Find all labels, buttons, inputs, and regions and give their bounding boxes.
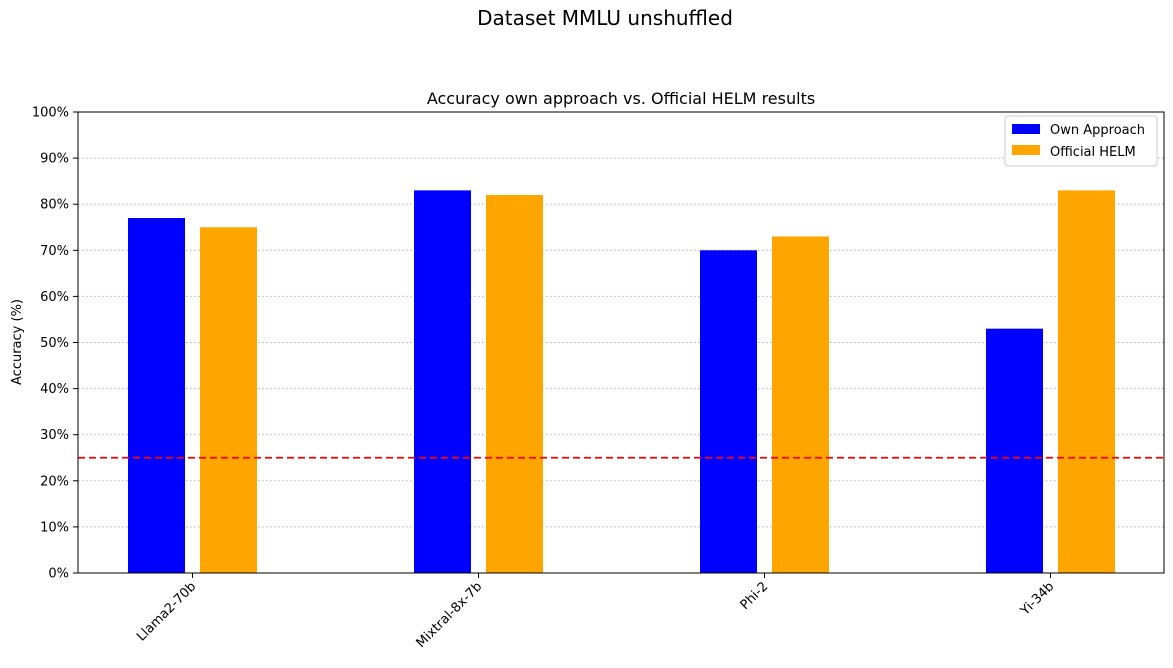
legend-box — [1004, 115, 1158, 167]
y-tick-label: 10% — [40, 520, 69, 535]
y-tick-label: 50% — [40, 336, 69, 351]
x-tick-label: Phi-2 — [738, 579, 772, 613]
bar-own-approach-mixtral-8x-7b — [414, 190, 471, 573]
grid-lines — [78, 157, 1164, 528]
x-axis-ticks: Llama2-70b Mixtral-8x-7b Phi-2 Yi-34b — [134, 573, 1057, 651]
y-tick-label: 30% — [40, 428, 69, 443]
plot-area: 0% 10% 20% 30% 40% 50% 60% 70% 80% 90% 100% Llama2… — [32, 106, 1165, 651]
x-tick-label: Llama2-70b — [134, 579, 199, 644]
legend-swatch-own-approach — [1012, 124, 1040, 134]
x-tick-label: Mixtral-8x-7b — [414, 579, 486, 651]
legend-swatch-official-helm — [1012, 145, 1040, 155]
legend: Own Approach Official HELM — [1004, 115, 1158, 167]
y-axis-ticks: 0% 10% 20% 30% 40% 50% 60% 70% 80% 90% 100% — [32, 106, 78, 582]
y-tick-label: 90% — [40, 152, 69, 167]
bar-own-approach-phi-2 — [700, 250, 757, 574]
y-tick-label: 20% — [40, 474, 69, 489]
y-axis-label: Accuracy (%) — [10, 299, 25, 385]
y-tick-label: 40% — [40, 382, 69, 397]
bar-official-helm-llama2-70b — [200, 227, 257, 573]
y-tick-label: 100% — [32, 106, 69, 121]
y-tick-label: 60% — [40, 290, 69, 305]
x-tick-label: Yi-34b — [1017, 579, 1057, 619]
bar-official-helm-mixtral-8x-7b — [486, 194, 543, 574]
y-tick-label: 0% — [48, 567, 69, 582]
y-tick-label: 70% — [40, 244, 69, 259]
bar-own-approach-llama2-70b — [128, 218, 185, 573]
bar-official-helm-phi-2 — [772, 236, 829, 573]
chart-title: Accuracy own approach vs. Official HELM … — [427, 89, 815, 108]
legend-label-own-approach: Own Approach — [1050, 123, 1145, 138]
bar-official-helm-yi-34b — [1058, 190, 1115, 573]
y-tick-label: 80% — [40, 198, 69, 213]
bar-own-approach-yi-34b — [986, 328, 1043, 573]
chart-suptitle: Dataset MMLU unshuffled — [477, 6, 733, 30]
legend-label-official-helm: Official HELM — [1050, 145, 1136, 160]
bars — [128, 190, 1115, 574]
